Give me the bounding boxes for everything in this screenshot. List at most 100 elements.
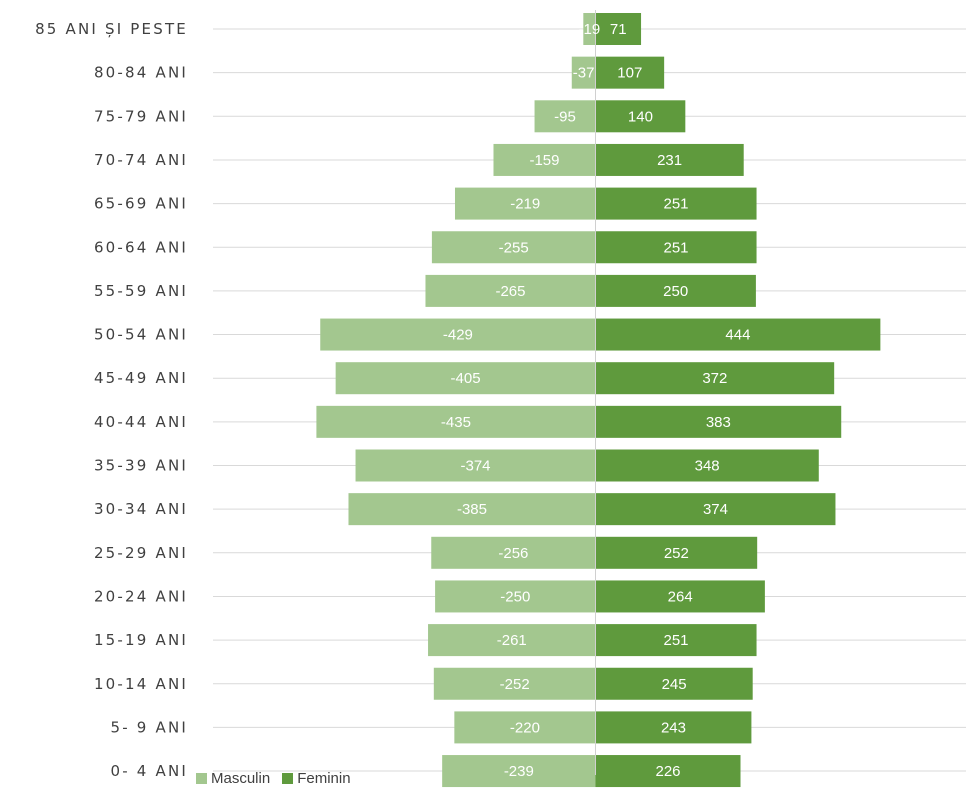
- bar-masculin: [534, 100, 596, 133]
- category-label: 40-44 ANI: [94, 413, 188, 431]
- bar-feminin: [595, 318, 881, 351]
- data-label-feminin: 250: [663, 283, 688, 300]
- category-axis: 85 ANI ȘI PESTE 80-84 ANI 75-79 ANI 70-74 A…: [35, 20, 188, 780]
- data-label-feminin: 226: [655, 763, 680, 780]
- category-label: 75-79 ANI: [94, 107, 188, 125]
- data-label-feminin: 71: [610, 21, 627, 38]
- bar-feminin: [595, 667, 753, 700]
- bar-feminin: [595, 493, 836, 526]
- bar-masculin: [431, 231, 596, 264]
- bar-masculin: [571, 56, 596, 89]
- bar-feminin: [595, 13, 642, 45]
- data-label-feminin: 374: [703, 501, 728, 518]
- bar-masculin: [355, 449, 596, 482]
- data-label-feminin: 107: [617, 65, 642, 82]
- data-label-masculin: -220: [510, 719, 540, 736]
- bar-masculin: [442, 755, 596, 788]
- legend-item-masculin: Masculin: [196, 770, 270, 787]
- bar-feminin: [595, 536, 758, 569]
- bar-masculin: [435, 580, 596, 613]
- data-label-masculin: -239: [504, 763, 534, 780]
- data-label-feminin: 245: [662, 676, 687, 693]
- category-label: 35-39 ANI: [94, 457, 188, 475]
- bar-masculin: [348, 493, 596, 526]
- bar-masculin: [493, 143, 596, 176]
- data-label-feminin: 251: [664, 632, 689, 649]
- bar-masculin: [428, 624, 596, 657]
- legend: Masculin Feminin: [196, 770, 351, 787]
- category-label: 65-69 ANI: [94, 195, 188, 213]
- bar-feminin: [595, 274, 756, 307]
- data-label-masculin: -435: [441, 414, 471, 431]
- bar-feminin: [595, 143, 744, 176]
- data-label-feminin: 348: [695, 458, 720, 475]
- data-label-masculin: -385: [457, 501, 487, 518]
- category-label: 80-84 ANI: [94, 64, 188, 82]
- category-label: 85 ANI ȘI PESTE: [35, 20, 188, 38]
- data-labels: -19 71 -37 107 -95 140 -159 231 -219 251 -255 251 -2…: [441, 21, 751, 780]
- bar-feminin: [595, 755, 741, 788]
- legend-item-feminin: Feminin: [282, 770, 351, 787]
- data-label-masculin: -250: [500, 588, 530, 605]
- data-label-feminin: 251: [664, 196, 689, 213]
- category-label: 0- 4 ANI: [110, 762, 188, 780]
- bar-feminin: [595, 56, 665, 89]
- data-label-feminin: 444: [725, 327, 750, 344]
- data-label-feminin: 264: [668, 588, 693, 605]
- bar-feminin: [595, 580, 765, 613]
- data-label-feminin: 372: [702, 370, 727, 387]
- bar-masculin: [316, 405, 596, 438]
- data-label-masculin: -159: [529, 152, 559, 169]
- data-label-feminin: 252: [664, 545, 689, 562]
- data-label-masculin: -255: [499, 239, 529, 256]
- data-label-masculin: -256: [498, 545, 528, 562]
- data-label-masculin: -429: [443, 327, 473, 344]
- category-label: 5- 9 ANI: [110, 718, 188, 736]
- data-label-masculin: -265: [495, 283, 525, 300]
- legend-label-masculin: Masculin: [211, 770, 271, 787]
- data-label-masculin: -261: [497, 632, 527, 649]
- category-label: 55-59 ANI: [94, 282, 188, 300]
- bar-masculin: [425, 274, 596, 307]
- bar-masculin: [454, 187, 596, 220]
- data-label-feminin: 383: [706, 414, 731, 431]
- gridlines: [213, 28, 966, 772]
- category-label: 10-14 ANI: [94, 675, 188, 693]
- data-label-masculin: -374: [461, 458, 491, 475]
- bar-feminin: [595, 187, 757, 220]
- category-label: 20-24 ANI: [94, 587, 188, 605]
- bar-feminin: [595, 100, 686, 133]
- bar-masculin: [433, 667, 596, 700]
- bar-feminin: [595, 711, 752, 744]
- bar-feminin: [595, 624, 757, 657]
- data-label-masculin: -37: [573, 65, 595, 82]
- legend-swatch-feminin: [282, 773, 294, 784]
- data-label-feminin: 231: [657, 152, 682, 169]
- bars: [316, 13, 881, 788]
- bar-feminin: [595, 405, 842, 438]
- category-label: 25-29 ANI: [94, 544, 188, 562]
- category-label: 30-34 ANI: [94, 500, 188, 518]
- bar-feminin: [595, 449, 819, 482]
- bar-masculin: [431, 536, 596, 569]
- category-label: 45-49 ANI: [94, 369, 188, 387]
- bar-masculin: [454, 711, 596, 744]
- category-label: 50-54 ANI: [94, 326, 188, 344]
- category-label: 60-64 ANI: [94, 238, 188, 256]
- category-label: 70-74 ANI: [94, 151, 188, 169]
- data-label-masculin: -95: [554, 108, 576, 125]
- data-label-feminin: 243: [661, 719, 686, 736]
- legend-swatch-masculin: [196, 773, 207, 784]
- legend-label-feminin: Feminin: [297, 770, 351, 787]
- data-label-masculin: -405: [451, 370, 481, 387]
- category-label: 15-19 ANI: [94, 631, 188, 649]
- bar-feminin: [595, 231, 757, 264]
- data-label-masculin: -219: [510, 196, 540, 213]
- bar-masculin: [320, 318, 596, 351]
- data-label-feminin: 140: [628, 108, 653, 125]
- bar-masculin: [583, 13, 596, 45]
- data-label-masculin: -19: [579, 21, 601, 38]
- bar-masculin: [335, 362, 596, 395]
- bar-feminin: [595, 362, 835, 395]
